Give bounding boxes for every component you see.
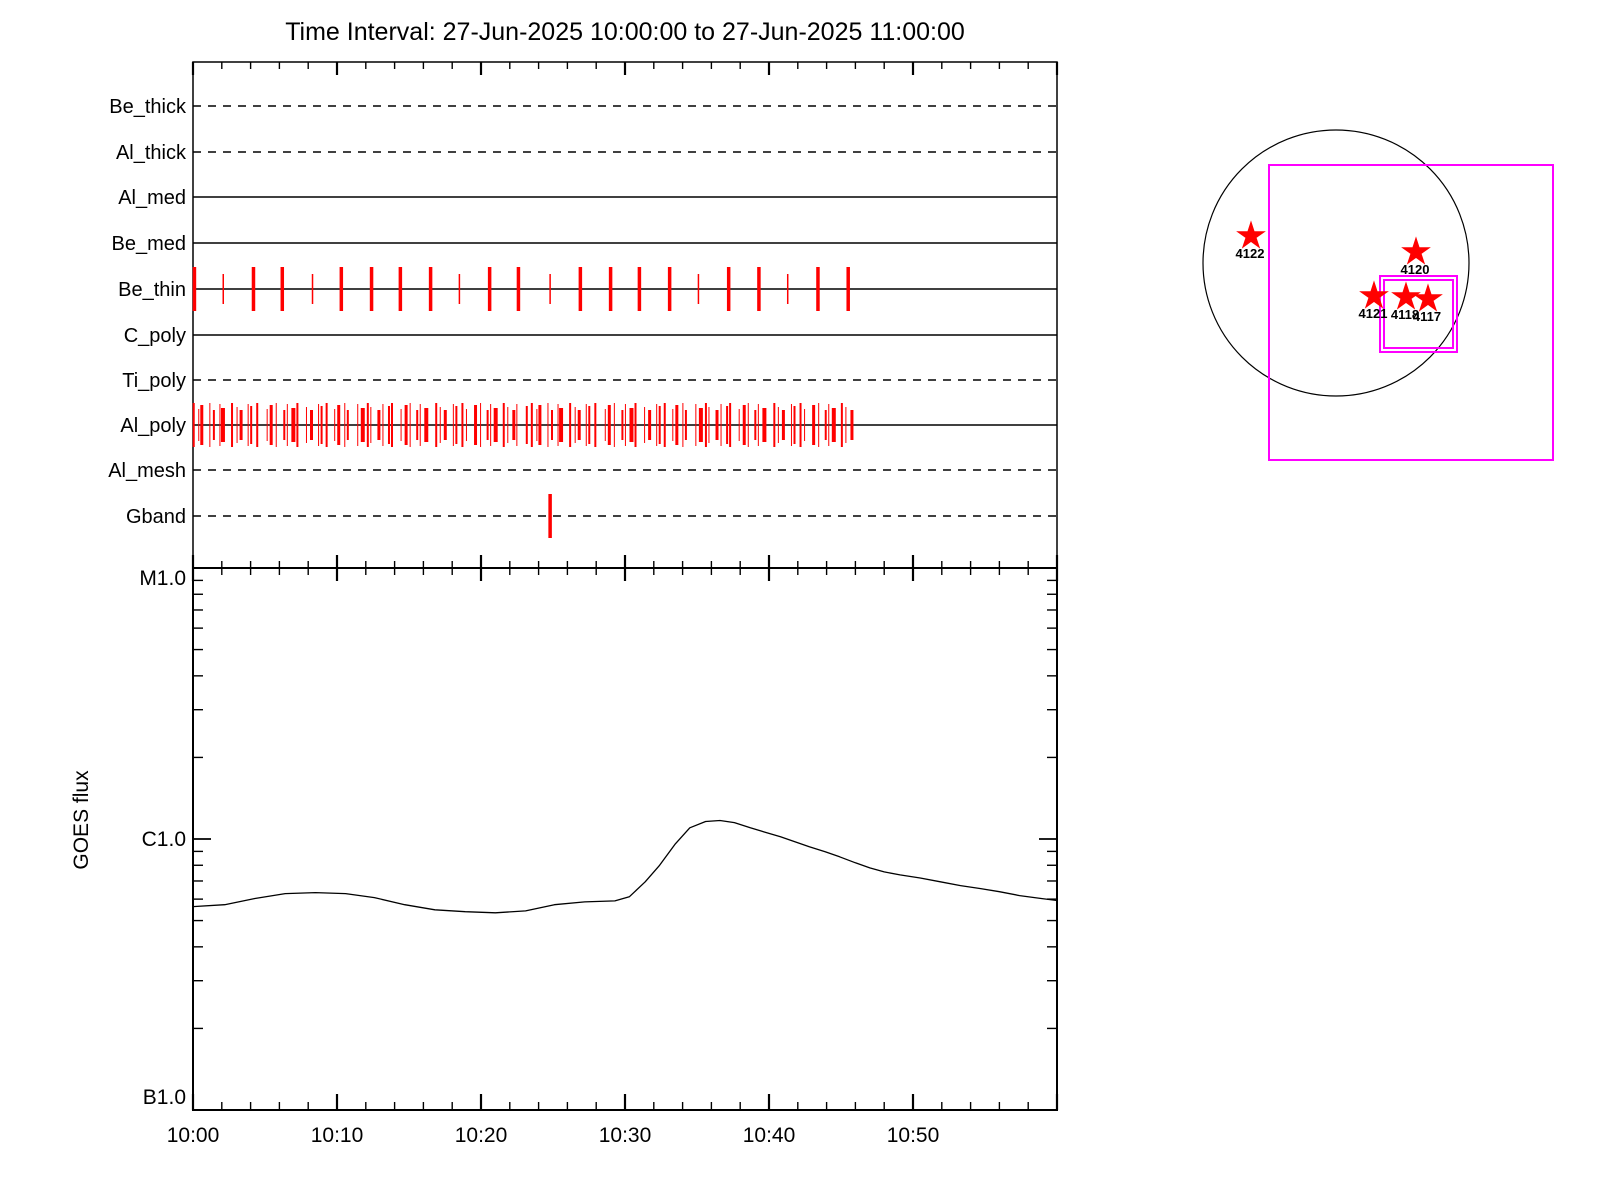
filter-label: C_poly bbox=[124, 325, 186, 347]
filter-label: Ti_poly bbox=[122, 370, 186, 392]
goes-xtick-label: 10:10 bbox=[311, 1124, 364, 1147]
active-region-star bbox=[1359, 280, 1389, 309]
filter-label: Be_med bbox=[112, 233, 187, 255]
filter-label: Gband bbox=[126, 506, 186, 528]
goes-flux-curve bbox=[192, 819, 1058, 914]
fov-box bbox=[1268, 164, 1554, 461]
solar-disk-outline bbox=[1202, 129, 1470, 397]
filter-label: Al_mesh bbox=[108, 460, 186, 482]
goes-y-axis-title: GOES flux bbox=[70, 770, 93, 870]
goes-xtick-label: 10:20 bbox=[455, 1124, 508, 1147]
active-region-star bbox=[1391, 281, 1421, 310]
goes-xtick-label: 10:40 bbox=[743, 1124, 796, 1147]
goes-xtick-label: 10:50 bbox=[887, 1124, 940, 1147]
goes-ytick-label: B1.0 bbox=[143, 1086, 186, 1109]
active-region-label: 4122 bbox=[1236, 246, 1265, 261]
goes-xtick-label: 10:00 bbox=[167, 1124, 220, 1147]
filter-label: Al_thick bbox=[116, 142, 187, 164]
active-region-label: 4121 bbox=[1359, 306, 1388, 321]
goes-ytick-label: C1.0 bbox=[142, 828, 186, 851]
timeline-panel-border bbox=[192, 61, 1058, 569]
active-region-label: 4117 bbox=[1413, 309, 1441, 324]
active-region-label: 4118 bbox=[1391, 307, 1419, 322]
filter-label: Be_thick bbox=[109, 96, 187, 118]
fov-box bbox=[1383, 279, 1454, 349]
goes-ytick-label: M1.0 bbox=[139, 567, 186, 590]
goes-panel-border bbox=[192, 567, 1058, 1111]
plot-title: Time Interval: 27-Jun-2025 10:00:00 to 2… bbox=[285, 18, 965, 46]
filter-label: Be_thin bbox=[118, 279, 186, 301]
active-region-star bbox=[1413, 283, 1443, 312]
filter-label: Al_med bbox=[118, 187, 186, 209]
goes-xtick-label: 10:30 bbox=[599, 1124, 652, 1147]
active-region-star bbox=[1236, 220, 1266, 249]
active-region-label: 4120 bbox=[1401, 262, 1430, 277]
filter-label: Al_poly bbox=[120, 415, 186, 437]
active-region-star bbox=[1401, 236, 1431, 265]
fov-box bbox=[1379, 275, 1458, 353]
